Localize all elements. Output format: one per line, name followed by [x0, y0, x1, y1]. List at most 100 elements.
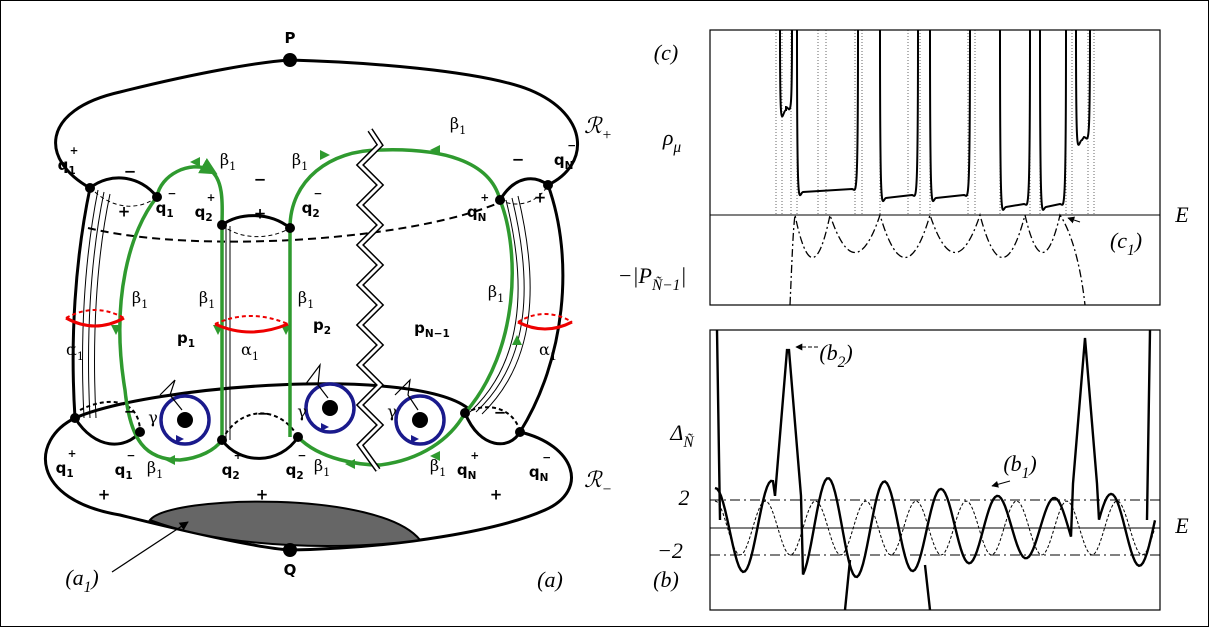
label: pN−1 — [414, 319, 450, 341]
label: γ — [148, 408, 158, 427]
label-base: q — [115, 461, 126, 479]
sign: + — [254, 205, 267, 223]
sign: − — [257, 405, 270, 423]
label-base: β — [430, 456, 439, 475]
label-base: β — [199, 288, 208, 307]
frame — [1, 1, 1209, 627]
label-sub: 1 — [1022, 465, 1030, 482]
label: q2+ — [195, 192, 216, 224]
label-base: β — [220, 150, 229, 169]
label: qN+ — [467, 192, 489, 224]
curve — [880, 30, 918, 201]
sign: − — [494, 404, 507, 422]
label-base: ρ — [662, 125, 674, 150]
label: β1 — [292, 150, 308, 173]
label-base: q — [457, 461, 468, 479]
label-base: E — [1174, 513, 1189, 538]
label: P — [285, 29, 296, 47]
label-sub: N — [565, 160, 574, 172]
sign: + — [256, 486, 269, 504]
label-sub: N−1 — [425, 328, 450, 340]
label-base: Δ — [669, 420, 683, 445]
label: γ — [387, 402, 397, 421]
label-sub: 1 — [166, 208, 173, 220]
label: β1 — [488, 282, 504, 305]
label: (a) — [537, 567, 563, 592]
sign: − — [124, 403, 137, 421]
label: p2 — [313, 316, 331, 338]
label-sub: 1 — [550, 350, 557, 363]
label-base: q — [467, 203, 478, 221]
label-sub: 1 — [66, 468, 73, 480]
label-sub: 1 — [141, 298, 148, 311]
label: q2+ — [222, 450, 243, 482]
figure: PQℛ+ℛ−q1+q1−q2+q2−qN+qN−q1+q1−q2+q2−qN+q… — [0, 0, 1209, 627]
label-sub: 1 — [301, 160, 308, 173]
label: qN+ — [457, 450, 479, 482]
label-sup: − — [314, 188, 323, 200]
label-base: β — [488, 282, 497, 301]
label-base: γ — [387, 402, 397, 421]
label: α1 — [241, 340, 259, 363]
label-sup: + — [70, 145, 79, 157]
label-base: α — [539, 340, 550, 359]
label-base: q — [56, 459, 67, 477]
label-sub: 1 — [497, 292, 504, 305]
label: q2− — [302, 188, 323, 220]
label-sub: N — [540, 472, 549, 484]
label-base: α — [241, 340, 252, 359]
label-base: (a) — [537, 567, 563, 592]
label-base: q — [222, 461, 233, 479]
label-sup: − — [567, 140, 576, 152]
label-sub: 2 — [324, 325, 331, 337]
label: β1 — [220, 150, 236, 173]
label: −|PÑ−1| — [618, 263, 687, 294]
label: qN − — [529, 452, 551, 484]
sign: + — [490, 486, 503, 504]
label: Q — [284, 561, 297, 579]
label-base: q — [554, 151, 565, 169]
label: qN − — [554, 140, 576, 172]
label: ℛ+ — [584, 113, 612, 144]
curve — [1000, 30, 1030, 210]
label-base: q — [302, 199, 313, 217]
label-base: p — [414, 319, 425, 337]
label: q1− — [115, 450, 136, 482]
label: γ — [297, 402, 307, 421]
label: E — [1174, 202, 1189, 227]
label-base: q — [529, 463, 540, 481]
label: q2− — [286, 450, 307, 482]
label-base: β — [292, 150, 301, 169]
label-base: −|P — [618, 263, 652, 288]
label-base: α — [66, 340, 77, 359]
label-base: q — [286, 461, 297, 479]
label: β1 — [132, 288, 148, 311]
label: α1 — [66, 340, 84, 363]
label-sub: 2 — [296, 470, 303, 482]
label-base: (c) — [654, 40, 678, 65]
label-sub: 1 — [68, 165, 75, 177]
label: 2 — [679, 485, 690, 510]
label: β1 — [450, 114, 466, 137]
label-base: γ — [297, 402, 307, 421]
curve — [790, 215, 1085, 305]
label-sub: 1 — [156, 468, 163, 481]
label-sub: 1 — [77, 350, 84, 363]
sign: − — [254, 171, 267, 189]
label-sup: + — [207, 192, 216, 204]
label: β1 — [314, 456, 330, 479]
label-sub: 1 — [252, 350, 259, 363]
label-base: (b — [1003, 451, 1021, 476]
label: q1+ — [56, 448, 77, 480]
label-sup: − — [542, 452, 551, 464]
label-tail: | — [680, 263, 686, 288]
label-sub: 1 — [323, 466, 330, 479]
label-sub: 1 — [1127, 242, 1135, 259]
label-sub: 1 — [307, 298, 314, 311]
label: (a1) — [65, 565, 98, 596]
label-base: P — [285, 29, 296, 47]
label-base: q — [58, 156, 69, 174]
label-base: γ — [148, 408, 158, 427]
label-sub: 1 — [229, 160, 236, 173]
label-base: q — [156, 199, 167, 217]
